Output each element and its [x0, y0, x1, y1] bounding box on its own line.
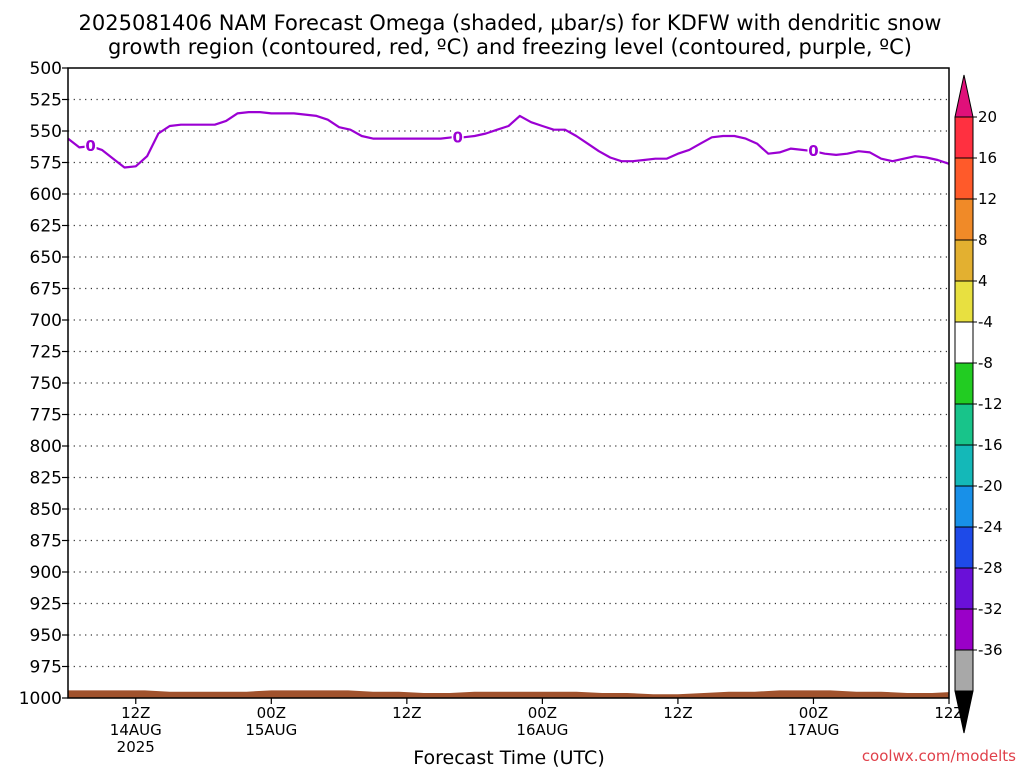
- colorbar-tick-label-0: 20: [978, 108, 997, 126]
- colorbar-tick-label-13: -36: [978, 641, 1003, 659]
- y-tick-label-600: 600: [30, 185, 62, 205]
- y-tick-label-675: 675: [30, 280, 62, 300]
- x-tick-label-72-0: 00Z: [799, 704, 828, 722]
- colorbar-bottom-arrow: [954, 690, 974, 734]
- freezing-level-contour: 0 0 0: [68, 111, 949, 169]
- colorbar-tick-label-12: -32: [978, 600, 1003, 618]
- colorbar-box-11: [954, 567, 974, 610]
- x-tick-label-48-0: 00Z: [528, 704, 557, 722]
- y-tick-label-575: 575: [30, 154, 62, 174]
- colorbar-tick-label-8: -16: [978, 436, 1003, 454]
- colorbar-box-7: [954, 403, 974, 446]
- y-tick-label-750: 750: [30, 374, 62, 394]
- colorbar-tick-label-9: -20: [978, 477, 1003, 495]
- surface-terrain-fill: [68, 690, 949, 698]
- y-axis-ticks: 500 525 550 575 600 625 650 675 700 725 750 775 800 8…: [19, 59, 68, 709]
- y-tick-label-625: 625: [30, 217, 62, 237]
- colorbar-box-5: [954, 321, 974, 364]
- colorbar-box-10: [954, 526, 974, 569]
- x-tick-label-12-0: 12Z: [121, 704, 150, 722]
- freezing-level-line-0: [68, 111, 949, 169]
- credit-text: coolwx.com/modelts: [862, 747, 1016, 765]
- colorbar-tick-label-3: 8: [978, 231, 988, 249]
- y-tick-label-725: 725: [30, 343, 62, 363]
- chart-title-line-2: growth region (contoured, red, ºC) and f…: [108, 35, 912, 59]
- colorbar-tick-label-4: 4: [978, 272, 988, 290]
- x-tick-label-36-0: 12Z: [392, 704, 421, 722]
- colorbar-box-12: [954, 608, 974, 651]
- y-tick-label-875: 875: [30, 532, 62, 552]
- x-axis-label: Forecast Time (UTC): [413, 747, 604, 768]
- y-tick-label-1000: 1000: [19, 689, 62, 709]
- colorbar-box-8: [954, 444, 974, 487]
- y-tick-label-775: 775: [30, 406, 62, 426]
- colorbar-box-2: [954, 198, 974, 241]
- y-tick-label-700: 700: [30, 311, 62, 331]
- omega-colorbar: 20 16 12 8 4 -4 -8 -12 -16 -20 -24 -28 -32 -36: [954, 74, 1003, 734]
- colorbar-tick-label-5: -4: [978, 313, 993, 331]
- contour-label-bg-0: [84, 137, 97, 155]
- y-tick-label-925: 925: [30, 595, 62, 615]
- colorbar-box-9: [954, 485, 974, 528]
- colorbar-box-3: [954, 239, 974, 282]
- y-tick-label-500: 500: [30, 59, 62, 79]
- y-tick-label-550: 550: [30, 122, 62, 142]
- x-tick-label-12-1: 14AUG: [110, 721, 162, 739]
- contour-label-2: 0: [808, 142, 818, 160]
- colorbar-tick-label-7: -12: [978, 395, 1003, 413]
- y-tick-label-525: 525: [30, 91, 62, 111]
- x-tick-label-48-1: 16AUG: [516, 721, 568, 739]
- surface-terrain: [68, 690, 949, 698]
- contour-label-bg-2: [807, 142, 820, 160]
- colorbar-box-13: [954, 649, 974, 692]
- y-tick-label-950: 950: [30, 626, 62, 646]
- colorbar-top-arrow: [954, 74, 974, 118]
- colorbar-box-1: [954, 157, 974, 200]
- colorbar-box-6: [954, 362, 974, 405]
- chart-title-line-1: 2025081406 NAM Forecast Omega (shaded, µ…: [79, 11, 942, 35]
- x-tick-label-84-0: 12Z: [934, 704, 963, 722]
- x-tick-label-60-0: 12Z: [663, 704, 692, 722]
- contour-label-0: 0: [85, 137, 95, 155]
- x-tick-label-24-1: 15AUG: [245, 721, 297, 739]
- contour-label-bg-1: [451, 128, 464, 146]
- colorbar-tick-label-6: -8: [978, 354, 993, 372]
- colorbar-tick-label-1: 16: [978, 149, 997, 167]
- colorbar-tick-label-11: -28: [978, 559, 1003, 577]
- x-tick-label-72-1: 17AUG: [787, 721, 839, 739]
- grid-lines: [68, 98, 949, 668]
- x-tick-label-12-2: 2025: [117, 738, 155, 756]
- y-tick-label-850: 850: [30, 500, 62, 520]
- y-tick-label-825: 825: [30, 469, 62, 489]
- x-tick-label-24-0: 00Z: [257, 704, 286, 722]
- colorbar-tick-label-10: -24: [978, 518, 1003, 536]
- y-tick-label-975: 975: [30, 658, 62, 678]
- contour-label-1: 0: [452, 128, 462, 146]
- colorbar-box-4: [954, 280, 974, 323]
- colorbar-tick-label-2: 12: [978, 190, 997, 208]
- y-tick-label-800: 800: [30, 437, 62, 457]
- colorbar-box-0: [954, 116, 974, 159]
- y-tick-label-900: 900: [30, 563, 62, 583]
- y-tick-label-650: 650: [30, 248, 62, 268]
